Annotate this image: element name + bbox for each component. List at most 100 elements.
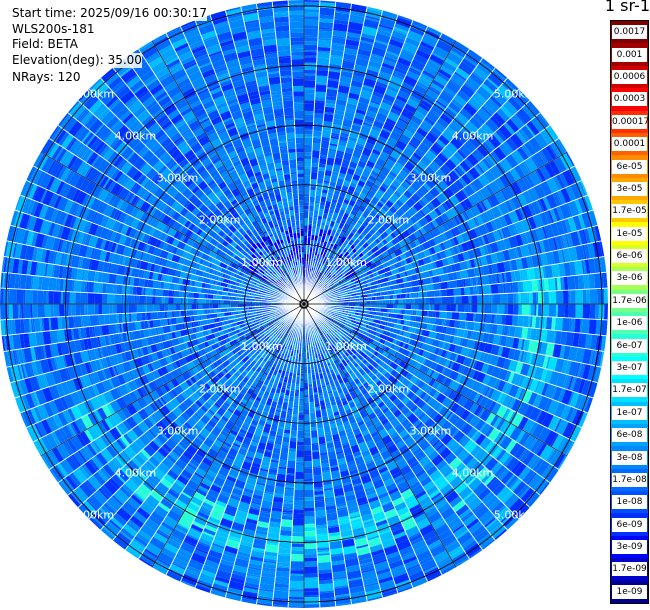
data-cell xyxy=(374,39,389,46)
data-cell xyxy=(325,512,339,521)
data-cell xyxy=(398,152,411,164)
data-cell xyxy=(489,294,492,305)
data-cell xyxy=(303,473,314,480)
data-cell xyxy=(394,125,405,133)
data-cell xyxy=(269,510,283,520)
data-cell xyxy=(315,270,319,275)
data-cell xyxy=(532,291,537,305)
data-cell xyxy=(474,312,483,323)
data-cell xyxy=(402,41,419,55)
data-cell xyxy=(471,304,478,314)
data-cell xyxy=(323,266,328,272)
data-cell xyxy=(406,143,417,153)
data-cell xyxy=(470,295,473,305)
data-cell xyxy=(341,239,350,248)
data-cell xyxy=(527,292,530,305)
data-cell xyxy=(314,100,326,104)
data-cell xyxy=(364,15,381,21)
data-cell xyxy=(333,113,345,121)
data-cell xyxy=(316,280,319,284)
data-cell xyxy=(497,283,505,294)
data-cell xyxy=(395,61,410,73)
data-cell xyxy=(545,316,553,331)
data-cell xyxy=(445,80,461,95)
data-cell xyxy=(330,241,335,246)
data-cell xyxy=(450,304,456,313)
data-cell xyxy=(365,165,374,171)
data-cell xyxy=(396,160,406,167)
data-cell xyxy=(276,554,291,563)
data-cell xyxy=(303,437,312,446)
data-cell xyxy=(401,180,411,189)
data-cell xyxy=(586,414,597,432)
data-cell xyxy=(316,57,331,66)
data-cell xyxy=(439,65,455,77)
data-cell xyxy=(338,139,348,144)
data-cell xyxy=(332,193,340,201)
data-cell xyxy=(531,279,538,293)
data-cell xyxy=(317,170,326,179)
data-cell xyxy=(321,252,327,259)
data-cell xyxy=(317,215,323,221)
data-cell xyxy=(390,35,406,44)
data-cell xyxy=(434,101,447,111)
data-cell xyxy=(341,118,354,128)
data-cell xyxy=(372,166,382,174)
data-cell xyxy=(289,561,304,569)
data-cell xyxy=(361,209,371,219)
data-cell xyxy=(376,201,384,209)
data-cell xyxy=(330,49,345,57)
data-cell xyxy=(303,561,318,567)
data-cell xyxy=(327,71,341,80)
data-cell xyxy=(318,167,326,172)
data-cell xyxy=(332,257,337,263)
data-cell xyxy=(530,304,535,317)
data-cell xyxy=(332,30,348,38)
data-cell xyxy=(375,81,389,89)
data-cell xyxy=(312,130,323,137)
data-cell xyxy=(317,274,323,282)
data-cell xyxy=(564,304,569,319)
data-cell xyxy=(388,170,398,179)
data-cell xyxy=(335,0,353,3)
data-cell xyxy=(419,76,433,85)
data-cell xyxy=(455,278,465,289)
data-cell xyxy=(298,411,304,414)
data-cell xyxy=(459,84,476,99)
data-cell xyxy=(304,69,317,74)
data-cell xyxy=(389,150,401,161)
data-cell xyxy=(496,304,499,315)
data-cell xyxy=(394,23,410,32)
data-cell xyxy=(423,65,439,77)
data-cell xyxy=(333,235,339,239)
data-cell xyxy=(426,26,443,37)
data-cell xyxy=(327,240,332,244)
data-cell xyxy=(304,62,317,65)
data-cell xyxy=(582,289,587,305)
data-cell xyxy=(294,471,304,480)
data-cell xyxy=(304,57,318,63)
data-cell xyxy=(386,85,400,94)
data-cell xyxy=(363,120,374,126)
data-cell xyxy=(317,272,322,278)
data-cell xyxy=(320,196,327,203)
data-cell xyxy=(295,464,304,473)
data-cell xyxy=(374,163,383,170)
data-cell xyxy=(400,108,415,120)
data-cell xyxy=(476,60,494,77)
data-cell xyxy=(341,203,348,210)
data-cell xyxy=(303,548,318,555)
data-cell xyxy=(337,84,351,95)
data-cell xyxy=(335,245,342,252)
data-cell xyxy=(579,429,589,446)
data-cell xyxy=(444,57,460,69)
data-cell xyxy=(148,571,164,582)
data-cell xyxy=(311,229,316,232)
data-cell xyxy=(304,196,310,203)
data-cell xyxy=(316,280,321,286)
data-cell xyxy=(303,489,315,498)
data-cell xyxy=(350,221,356,227)
data-cell xyxy=(425,297,430,305)
data-cell xyxy=(333,19,350,25)
data-cell xyxy=(402,129,415,140)
